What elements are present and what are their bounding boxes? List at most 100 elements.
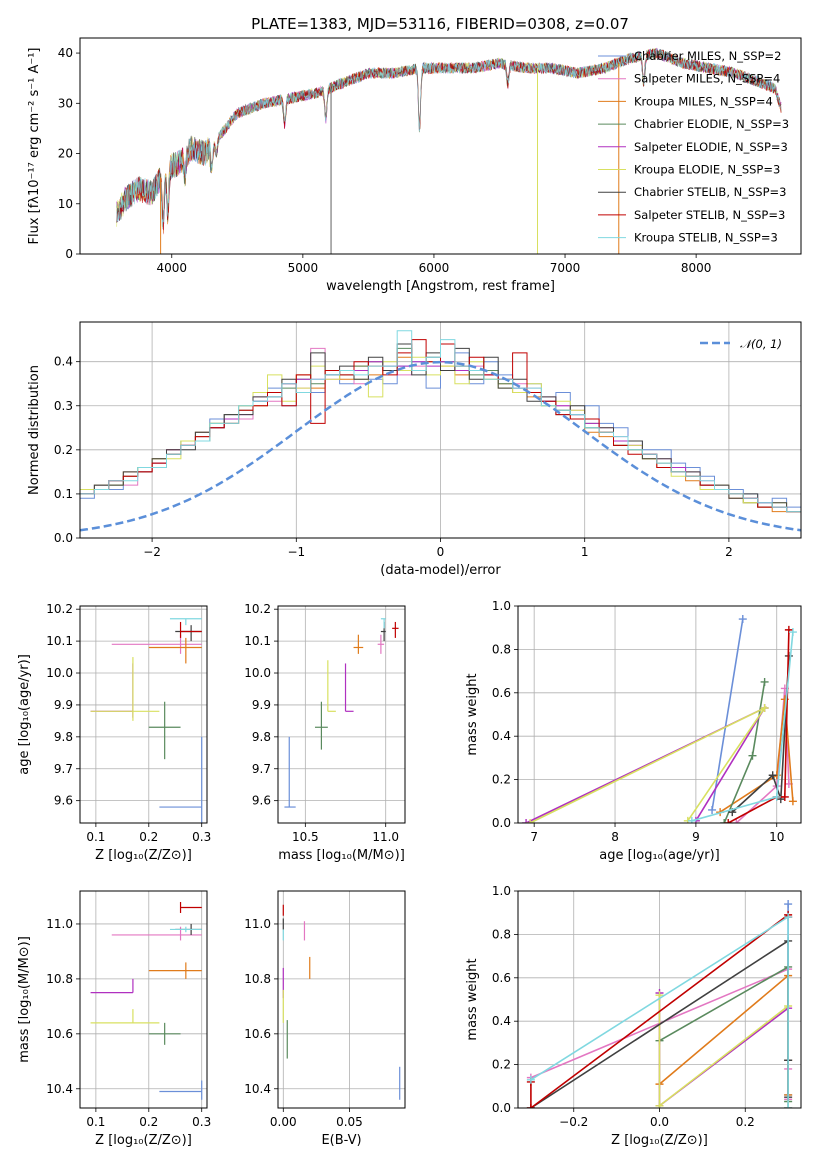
x-tick-label: 0: [437, 545, 445, 559]
y-tick-label: 10.2: [46, 602, 73, 616]
plot-area: [90, 901, 203, 1100]
weight-series: [659, 965, 789, 1102]
panel-z-weight: −0.2 0.0 0.2 0.0 0.2 0.4 0.6 0.8 1.0 Z [log₁₀(Z/Z…: [465, 884, 802, 1148]
x-tick-label: 0.2: [139, 830, 158, 844]
x-tick-label: 2: [725, 545, 733, 559]
panel-z-mass: 0.1 0.2 0.3 10.4 10.6 10.8 11.0 Z [log₁₀(Z/Z⊙)]…: [17, 890, 211, 1148]
x-tick-label: 0.3: [192, 1115, 211, 1129]
weight-marker: [720, 819, 729, 823]
axes-frame: [517, 605, 802, 824]
weight-marker: [784, 1104, 793, 1108]
panel-residuals: −2 −1 0 1 2 0.0 0.1 0.2 0.3 0.4 (data-model)/error…: [27, 321, 802, 578]
errorbar-point: [353, 634, 364, 654]
y-tick-label: 0.0: [492, 816, 511, 830]
y-tick-label: 9.9: [54, 698, 73, 712]
y-tick-label: 0.2: [492, 773, 511, 787]
x-tick-label: 9: [692, 830, 700, 844]
errorbar-point: [169, 926, 202, 933]
y-tick-label: 9.6: [54, 794, 73, 808]
errorbar-point: [148, 701, 181, 760]
x-axis-label: mass [log₁₀(M/M⊙)]: [278, 848, 405, 863]
histogram-series: [80, 356, 801, 517]
x-tick-label: 8000: [681, 261, 712, 275]
y-tick-label: 9.8: [252, 730, 271, 744]
x-tick-label: 6000: [419, 261, 450, 275]
y-tick-label: 10: [58, 197, 73, 211]
y-tick-label: 10.8: [244, 972, 271, 986]
y-tick-label: 1.0: [492, 884, 511, 898]
panel-mass-age: 10.5 11.0 9.6 9.7 9.8 9.9 10.0 10.1 10.2 mass [lo…: [244, 602, 406, 863]
y-tick-label: 9.7: [252, 762, 271, 776]
weight-series: [658, 973, 789, 1095]
y-tick-label: 11.0: [46, 917, 73, 931]
panel-z-age: 0.1 0.2 0.3 9.6 9.7 9.8 9.9 10.0 10.1 10.2 Z [log₁…: [17, 602, 211, 863]
errorbar-point: [159, 736, 203, 823]
y-axis-label: Flux [fλ10⁻¹⁷ erg cm⁻² s⁻¹ A⁻¹]: [27, 48, 42, 245]
plot-area: [526, 900, 793, 1108]
legend-label: Kroupa ELODIE, N_SSP=3: [634, 163, 780, 177]
weight-marker: [655, 1101, 664, 1108]
weight-marker: [768, 771, 777, 780]
errorbar-point: [90, 978, 134, 994]
y-tick-label: 40: [58, 46, 73, 60]
y-tick-label: 30: [58, 96, 73, 110]
errorbar-point: [327, 660, 336, 712]
legend-label: Salpeter STELIB, N_SSP=3: [634, 208, 785, 222]
y-axis-label: age [log₁₀(age/yr)]: [17, 654, 32, 775]
plot-area: [282, 904, 401, 1100]
x-axis-label: E(B-V): [321, 1133, 361, 1148]
y-tick-label: 0.8: [492, 642, 511, 656]
y-tick-label: 0: [65, 247, 73, 261]
errorbar-point: [90, 657, 160, 721]
weight-marker: [780, 792, 789, 801]
legend-label: Kroupa STELIB, N_SSP=3: [634, 231, 778, 245]
axes-frame: [79, 890, 208, 1109]
histogram-series: [80, 356, 801, 517]
weight-marker: [748, 751, 757, 760]
errorbar-point: [380, 618, 386, 629]
weight-marker: [526, 819, 535, 823]
errorbar-point: [175, 625, 202, 642]
y-tick-label: 0.1: [54, 487, 73, 501]
y-tick-label: 0.0: [54, 531, 73, 545]
legend-label: Salpeter MILES, N_SSP=4: [634, 72, 780, 86]
axes-frame: [79, 321, 802, 539]
weight-marker: [708, 805, 717, 814]
y-tick-label: 9.7: [54, 762, 73, 776]
x-tick-label: −2: [143, 545, 161, 559]
y-tick-label: 1.0: [492, 599, 511, 613]
spectrum-series: [116, 48, 782, 228]
x-tick-label: 0.1: [86, 830, 105, 844]
errorbar-point: [111, 634, 202, 654]
x-axis-label: Z [log₁₀(Z/Z⊙)]: [95, 1133, 192, 1148]
panel-spectrum: 4000 5000 6000 7000 8000 0 10 20 30 40 wavelength …: [27, 37, 802, 294]
x-tick-label: 0.00: [270, 1115, 297, 1129]
y-tick-label: 10.6: [46, 1027, 73, 1041]
errorbar-point: [159, 1080, 203, 1100]
legend-label: Salpeter ELODIE, N_SSP=3: [634, 140, 788, 154]
panel-ebv-mass: 0.00 0.05 10.4 10.6 10.8 11.0 E(B-V): [244, 890, 406, 1148]
plot-area: [116, 47, 782, 254]
x-tick-label: 0.05: [336, 1115, 363, 1129]
normal-curve: [80, 360, 801, 532]
y-tick-label: 10.0: [244, 666, 271, 680]
x-tick-label: 5000: [288, 261, 319, 275]
x-tick-label: 0.2: [736, 1115, 755, 1129]
plot-area: [522, 615, 797, 823]
y-tick-label: 20: [58, 147, 73, 161]
histogram-series: [80, 361, 801, 517]
errorbar-point: [377, 634, 385, 654]
x-tick-label: −1: [287, 545, 305, 559]
legend: Chabrier MILES, N_SSP=2 Salpeter MILES, N…: [598, 49, 789, 245]
x-tick-label: 10: [769, 830, 784, 844]
errorbar-point: [169, 618, 202, 626]
y-tick-label: 0.8: [492, 927, 511, 941]
errorbar-point: [380, 621, 386, 642]
y-tick-label: 10.4: [46, 1082, 73, 1096]
errorbar-point: [344, 663, 354, 712]
x-tick-label: 10.5: [292, 830, 319, 844]
errorbar-point: [90, 1009, 160, 1024]
panel-age-weight: 7 8 9 10 0.0 0.2 0.4 0.6 0.8 1.0 age [log₁₀(age/yr…: [465, 599, 802, 863]
y-tick-label: 0.4: [54, 355, 73, 369]
